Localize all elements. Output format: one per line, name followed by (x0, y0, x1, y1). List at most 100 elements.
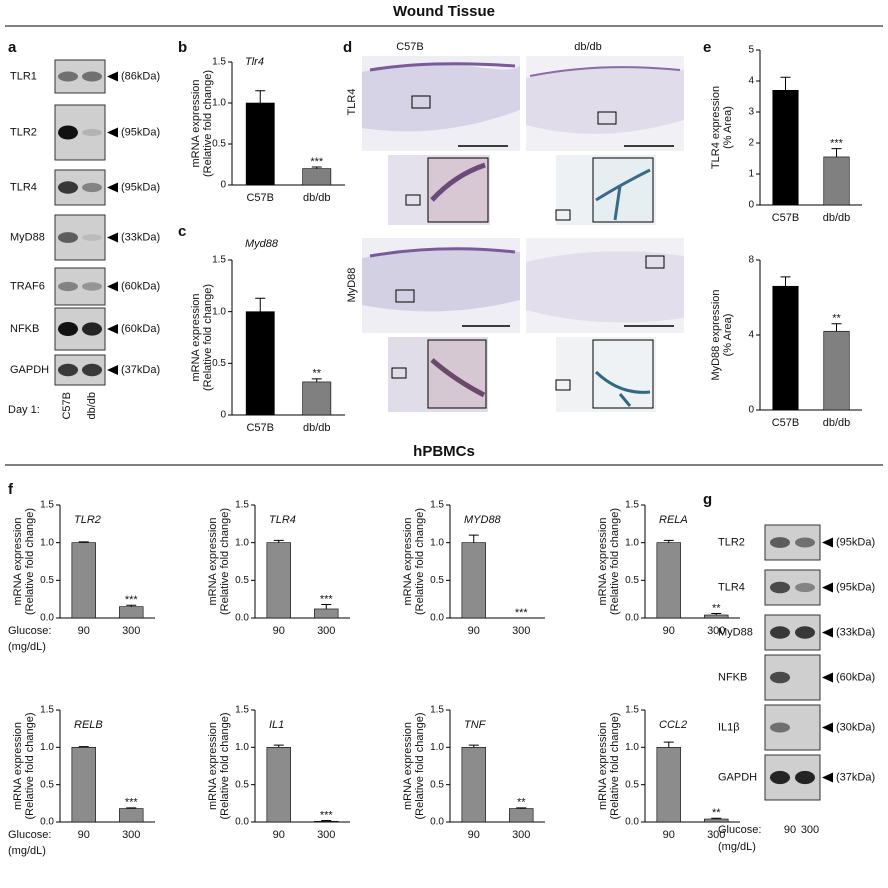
y-tick-label: 3 (748, 107, 754, 118)
chart-title: CCL2 (659, 719, 687, 731)
tissue-edge (369, 62, 516, 72)
y-tick-label: 1.5 (430, 500, 444, 511)
y-axis-label: (Relative fold change) (24, 712, 36, 819)
inset-zoom (427, 339, 487, 409)
y-tick-label: 4 (748, 330, 754, 341)
x-tick-label: 90 (663, 829, 675, 841)
y-tick-label: 0.5 (212, 139, 226, 150)
bar (656, 747, 681, 823)
bar (704, 614, 729, 619)
y-tick-label: 1.5 (40, 500, 54, 511)
inset-box (391, 367, 407, 379)
y-tick-label: 0 (748, 200, 754, 211)
y-tick-label: 1.5 (430, 705, 444, 716)
inset-box (405, 194, 421, 206)
inset-box (645, 255, 665, 269)
x-tick-label: 300 (512, 625, 530, 637)
blot-arrow (107, 232, 118, 243)
blot-band (58, 322, 78, 336)
error-bar (711, 612, 722, 615)
bar (71, 747, 96, 823)
y-tick-label: 1.0 (40, 537, 54, 548)
y-tick-label: 1.0 (625, 742, 639, 753)
column-label: db/db (574, 41, 602, 53)
blot-band (82, 71, 102, 82)
blot-band (795, 626, 815, 639)
tissue-fiber (430, 162, 486, 202)
y-tick-label: 4 (748, 76, 754, 87)
kda-label: (60kDa) (121, 323, 160, 335)
blot-band (795, 770, 815, 785)
error-bar (780, 276, 791, 287)
x-tick-label: 300 (512, 829, 530, 841)
inset-zoom (592, 157, 654, 223)
x-tick-label: C57B (246, 192, 274, 204)
chart-title: TNF (464, 719, 487, 731)
error-bar (321, 820, 332, 822)
y-tick-label: 0 (220, 410, 226, 421)
blot-label: TLR1 (10, 70, 37, 82)
y-axis-label: mRNA expression (402, 722, 414, 810)
x-tick-label: 300 (707, 829, 725, 841)
y-tick-label: 1.5 (235, 500, 249, 511)
kda-label: (95kDa) (836, 536, 875, 548)
error-bar (516, 807, 527, 809)
blot-arrow (822, 722, 833, 733)
error-bar (311, 378, 322, 382)
error-bar (321, 603, 332, 609)
blot-label: IL1β (718, 721, 740, 733)
error-bar (78, 746, 89, 748)
y-tick-label: 0 (220, 180, 226, 191)
y-tick-label: 0.5 (235, 779, 249, 790)
error-bar (468, 744, 479, 748)
y-tick-label: 0.0 (235, 613, 249, 624)
blot-band (82, 282, 102, 291)
blot-arrow (822, 537, 833, 548)
chart-title: RELA (659, 514, 688, 526)
blot-label: TLR4 (10, 181, 37, 193)
y-axis-label: mRNA expression (12, 517, 24, 605)
inset-box (411, 95, 431, 109)
x-axis-label: (mg/dL) (8, 845, 46, 857)
kda-label: (33kDa) (836, 626, 875, 638)
x-tick-label: 90 (273, 829, 285, 841)
panel-label: g (703, 491, 712, 508)
error-bar (468, 534, 479, 543)
bar (509, 808, 534, 823)
lane-prefix: Glucose: (718, 824, 761, 836)
chart-title: Myd88 (245, 238, 279, 250)
bar (119, 606, 144, 619)
blot-arrow (107, 365, 118, 375)
y-axis-label: (Relative fold change) (202, 284, 214, 391)
x-tick-label: C57B (772, 417, 800, 429)
kda-label: (86kDa) (121, 70, 160, 82)
kda-label: (60kDa) (836, 671, 875, 683)
y-tick-label: 1.5 (40, 705, 54, 716)
x-tick-label: db/db (303, 192, 331, 204)
panel-label: b (178, 39, 187, 56)
tissue-edge (529, 66, 681, 77)
bar (704, 818, 729, 823)
chart-title: TLR4 (269, 514, 296, 526)
blot-band (795, 582, 815, 593)
blot-arrow (822, 582, 833, 593)
blot-box (54, 267, 106, 306)
blot-band (770, 537, 790, 548)
y-tick-label: 1.0 (430, 537, 444, 548)
blot-arrow (822, 627, 833, 638)
blot-band (58, 181, 78, 194)
tissue-fiber (594, 370, 651, 407)
panel-label: f (8, 481, 14, 498)
y-tick-label: 0.5 (625, 779, 639, 790)
y-tick-label: 0.0 (430, 613, 444, 624)
blot-band (770, 722, 790, 733)
y-tick-label: 1.0 (212, 306, 226, 317)
y-axis-label: TLR4 expression (710, 86, 722, 169)
y-tick-label: 0.5 (430, 575, 444, 586)
kda-label: (95kDa) (121, 126, 160, 138)
x-tick-label: 300 (317, 829, 335, 841)
y-tick-label: 0.0 (40, 613, 54, 624)
panel-label: a (8, 39, 17, 56)
y-tick-label: 0.5 (40, 779, 54, 790)
